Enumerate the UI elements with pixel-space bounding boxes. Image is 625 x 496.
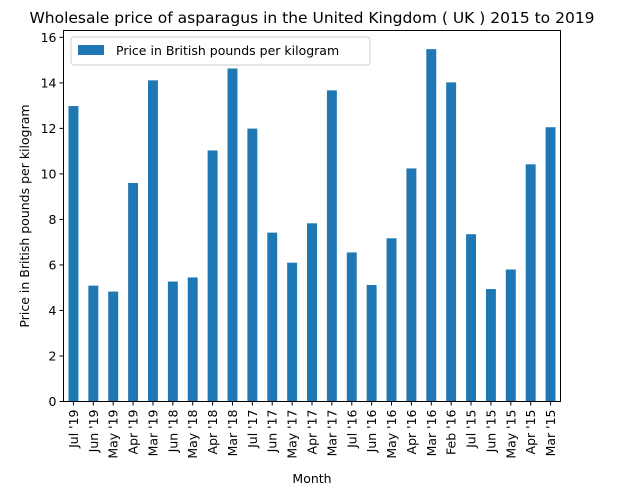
bar [545, 127, 556, 402]
bar [406, 168, 417, 402]
bar [446, 82, 457, 402]
x-tick-label: May '17 [285, 410, 300, 459]
bar [187, 277, 198, 402]
bar [525, 164, 536, 402]
y-tick-label: 6 [49, 257, 57, 272]
y-tick-label: 10 [41, 166, 57, 181]
x-tick-label: Apr '16 [404, 409, 419, 454]
bar [307, 223, 317, 402]
bar [108, 291, 119, 402]
x-tick-label: Feb '16 [444, 409, 459, 454]
x-tick-label: May '16 [384, 409, 399, 458]
y-tick-label: 16 [41, 30, 57, 45]
x-tick-label: Mar '17 [324, 410, 339, 457]
x-tick-label: Jul '15 [464, 410, 479, 449]
x-axis: Jul '19 Jun '19 May '19 Apr '19 Mar '19 Jun '… [66, 401, 558, 459]
bar [147, 80, 158, 402]
bar [366, 284, 377, 402]
bar [207, 150, 218, 402]
legend-label: Price in British pounds per kilogram [116, 43, 339, 58]
chart-title: Wholesale price of asparagus in the Unit… [29, 9, 594, 27]
legend: Price in British pounds per kilogram [70, 36, 371, 66]
x-tick-label: May '18 [185, 409, 200, 458]
x-tick-label: Jul '17 [245, 410, 260, 449]
y-tick-label: 12 [41, 121, 57, 136]
bar [267, 232, 278, 402]
x-axis-label: Month [292, 471, 331, 486]
bar [426, 49, 437, 402]
x-tick-label: Jun '19 [86, 409, 101, 453]
x-tick-label: May '15 [503, 410, 518, 459]
x-tick-label: Jul '16 [344, 409, 359, 448]
x-tick-label: Jul '19 [66, 409, 81, 448]
y-tick-label: 2 [49, 348, 57, 363]
bar [505, 269, 516, 402]
bar [287, 262, 298, 402]
x-tick-label: Mar '15 [543, 410, 558, 457]
bar [68, 106, 79, 402]
bar [227, 68, 238, 402]
bar [88, 285, 99, 402]
x-tick-label: Mar '19 [145, 409, 160, 456]
bar [247, 128, 258, 402]
bar [386, 238, 397, 402]
bars [68, 49, 556, 402]
plot-frame [63, 30, 561, 402]
y-tick-label: 14 [41, 75, 57, 90]
legend-box [70, 36, 371, 66]
y-axis: 0 2 4 6 8 10 12 14 16 [41, 30, 64, 409]
bar [485, 289, 496, 402]
x-tick-label: Jun '18 [165, 409, 180, 453]
bar [346, 252, 357, 402]
x-tick-label: Mar '18 [225, 409, 240, 456]
x-tick-label: Jun '17 [265, 410, 280, 454]
x-tick-label: Apr '15 [523, 410, 538, 455]
legend-swatch [78, 45, 104, 55]
x-tick-label: Mar '16 [424, 409, 439, 456]
x-tick-label: Jun '15 [483, 410, 498, 454]
x-tick-label: Apr '17 [305, 410, 320, 455]
y-tick-label: 0 [49, 394, 57, 409]
bar [326, 90, 337, 402]
y-tick-label: 8 [49, 212, 57, 227]
y-tick-label: 4 [49, 303, 57, 318]
bar [128, 182, 139, 402]
y-axis-label: Price in British pounds per kilogram [17, 104, 32, 327]
x-tick-label: Apr '18 [205, 409, 220, 454]
bar [167, 281, 178, 402]
bar [466, 234, 477, 402]
x-tick-label: Jun '16 [364, 409, 379, 453]
x-tick-label: May '19 [106, 409, 121, 458]
x-tick-label: Apr '19 [126, 409, 141, 454]
